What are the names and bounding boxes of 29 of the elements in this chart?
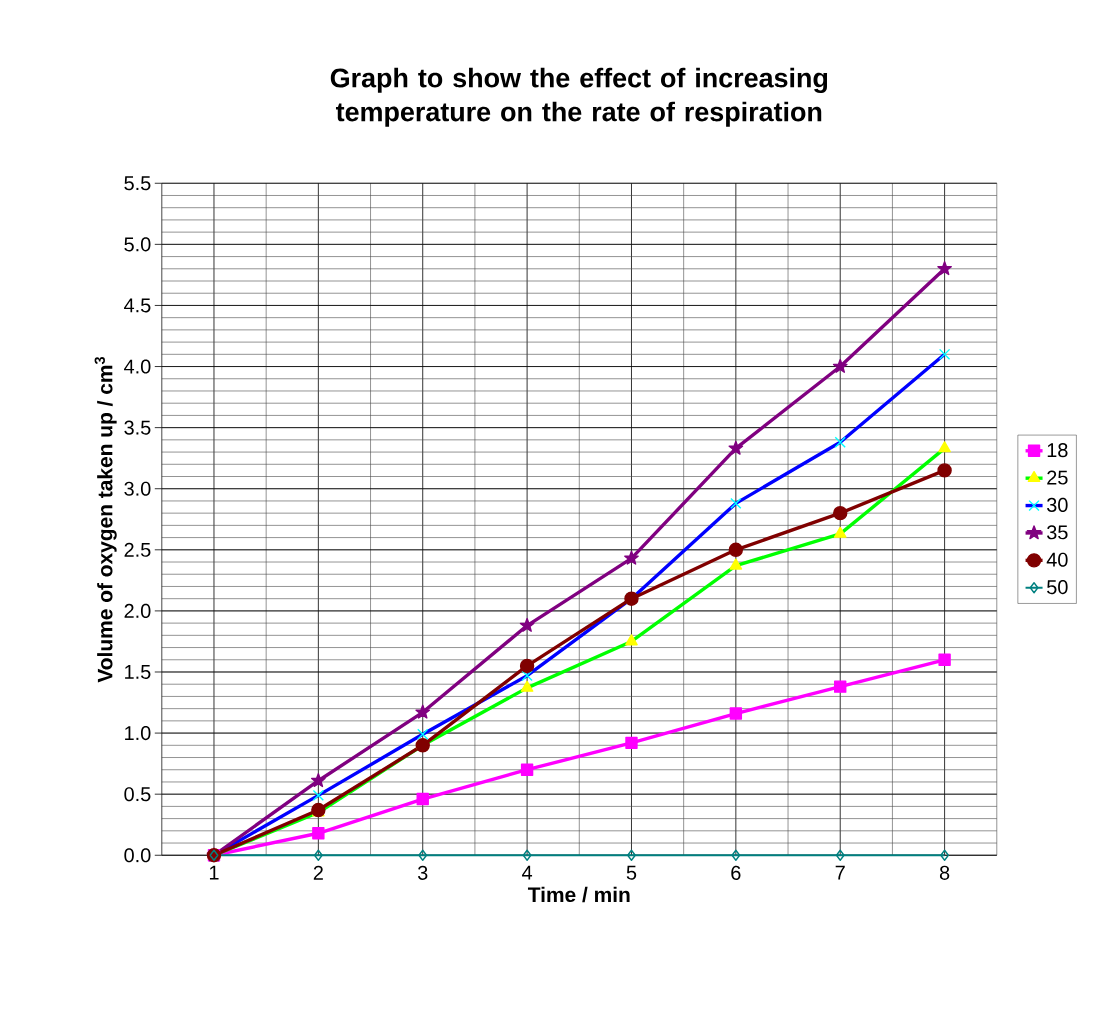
y-tick-label: 4.0 xyxy=(124,359,151,374)
legend-label: 35 xyxy=(1047,525,1068,540)
x-tick-label: 2 xyxy=(313,865,323,880)
x-tick-label: 6 xyxy=(731,865,741,880)
x-axis-title: Time / min xyxy=(527,886,630,903)
y-tick-label: 2.0 xyxy=(124,603,151,618)
x-tick-label: 4 xyxy=(522,865,533,880)
y-tick-label: 5.5 xyxy=(124,176,151,191)
y-tick-label: 3.5 xyxy=(124,420,151,435)
y-axis-title: Volume of oxygen taken up / cm$^{3}$ xyxy=(94,356,117,683)
x-tick-label: 5 xyxy=(626,865,637,880)
x-tick-label: 7 xyxy=(835,865,845,880)
y-tick-label: 0.0 xyxy=(124,848,151,863)
legend-label: 50 xyxy=(1047,580,1068,595)
legend-label: 25 xyxy=(1047,470,1068,485)
y-tick-label: 3.0 xyxy=(124,481,151,496)
y-tick-label: 5.0 xyxy=(124,237,151,252)
y-tick-label: 1.5 xyxy=(125,665,151,679)
y-tick-label: 1.0 xyxy=(125,726,151,741)
x-tick-label: 3 xyxy=(417,865,428,880)
y-tick-label: 4.5 xyxy=(124,298,151,313)
chart-title: Graph to show the effect of increasing temperature on the rate of respiration xyxy=(330,67,828,127)
y-tick-label: 2.5 xyxy=(124,542,151,557)
x-tick-label: 8 xyxy=(939,865,950,880)
y-tick-label: 0.5 xyxy=(124,787,151,802)
legend-label: 40 xyxy=(1046,552,1068,567)
legend-label: 18 xyxy=(1047,443,1068,458)
legend-label: 30 xyxy=(1047,497,1068,512)
x-tick-label: 1 xyxy=(209,865,219,880)
